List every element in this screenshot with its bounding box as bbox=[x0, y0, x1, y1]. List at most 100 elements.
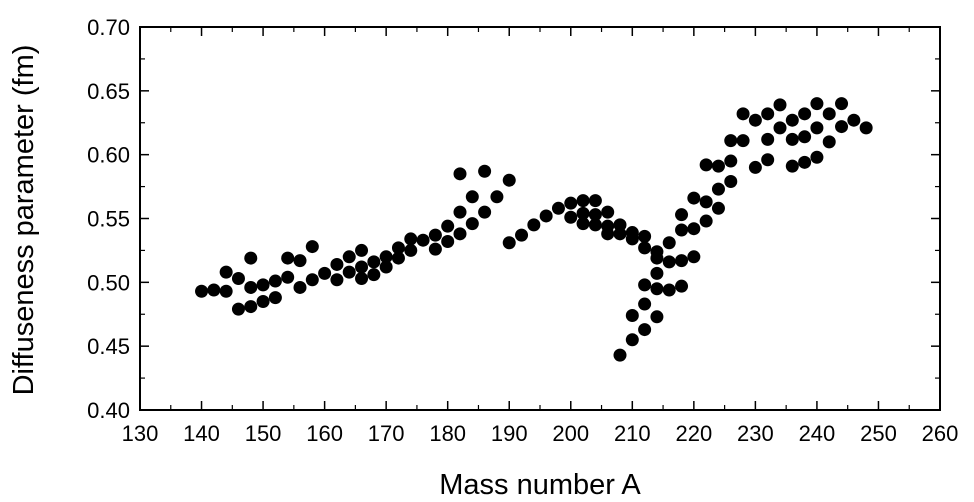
data-point bbox=[601, 205, 615, 219]
data-point bbox=[687, 222, 701, 236]
data-point bbox=[564, 210, 578, 224]
data-point bbox=[736, 134, 750, 148]
data-point bbox=[465, 217, 479, 231]
data-point bbox=[675, 279, 689, 293]
data-point bbox=[231, 302, 245, 316]
data-point bbox=[268, 291, 282, 305]
data-point bbox=[810, 121, 824, 135]
data-point bbox=[785, 159, 799, 173]
data-point bbox=[699, 214, 713, 228]
y-tick-label: 0.55 bbox=[87, 207, 130, 232]
data-point bbox=[675, 254, 689, 268]
data-point bbox=[625, 309, 639, 323]
x-axis-ticks: 130 140 150 160 170 180 190 200 210 220 230 240 250 2… bbox=[122, 27, 959, 446]
data-point bbox=[367, 268, 381, 282]
data-point bbox=[687, 250, 701, 264]
data-point bbox=[367, 255, 381, 269]
data-point bbox=[638, 323, 652, 337]
data-point bbox=[231, 272, 245, 286]
data-point bbox=[281, 251, 295, 265]
data-point bbox=[293, 254, 307, 268]
data-point bbox=[625, 333, 639, 347]
data-point bbox=[736, 107, 750, 121]
data-point bbox=[551, 201, 565, 215]
data-point bbox=[256, 278, 270, 292]
data-point bbox=[330, 257, 344, 271]
data-point bbox=[699, 195, 713, 209]
data-point bbox=[687, 191, 701, 205]
y-axis-ticks: 0.40 0.45 0.50 0.55 0.60 0.65 0.70 bbox=[87, 15, 940, 423]
data-point bbox=[318, 266, 332, 280]
x-tick-label: 230 bbox=[737, 421, 774, 446]
data-point bbox=[219, 284, 233, 298]
x-tick-label: 260 bbox=[922, 421, 959, 446]
x-tick-label: 160 bbox=[306, 421, 343, 446]
x-tick-label: 140 bbox=[183, 421, 220, 446]
data-point bbox=[711, 182, 725, 196]
data-point bbox=[490, 190, 504, 204]
data-point bbox=[244, 251, 258, 265]
data-point bbox=[847, 113, 861, 127]
data-point bbox=[268, 274, 282, 288]
data-point bbox=[207, 283, 221, 297]
x-tick-label: 190 bbox=[491, 421, 528, 446]
data-point bbox=[527, 218, 541, 232]
x-tick-label: 210 bbox=[614, 421, 651, 446]
data-point bbox=[810, 150, 824, 164]
data-point bbox=[478, 164, 492, 178]
y-tick-label: 0.45 bbox=[87, 334, 130, 359]
data-point bbox=[675, 208, 689, 222]
data-point bbox=[601, 227, 615, 241]
x-tick-label: 130 bbox=[122, 421, 159, 446]
data-point bbox=[822, 135, 836, 149]
data-point bbox=[748, 160, 762, 174]
data-point bbox=[391, 251, 405, 265]
data-point bbox=[453, 167, 467, 181]
data-point bbox=[650, 266, 664, 280]
data-point bbox=[588, 218, 602, 232]
data-point bbox=[441, 219, 455, 233]
x-tick-label: 180 bbox=[429, 421, 466, 446]
data-point bbox=[638, 278, 652, 292]
data-point bbox=[502, 173, 516, 187]
data-point bbox=[219, 265, 233, 279]
data-point bbox=[391, 241, 405, 255]
data-point bbox=[724, 154, 738, 168]
data-point bbox=[625, 232, 639, 246]
data-point bbox=[588, 194, 602, 208]
x-tick-label: 170 bbox=[368, 421, 405, 446]
data-point bbox=[724, 134, 738, 148]
data-point bbox=[761, 153, 775, 167]
data-point bbox=[662, 283, 676, 297]
data-point bbox=[564, 196, 578, 210]
data-point bbox=[428, 228, 442, 242]
data-point bbox=[613, 218, 627, 232]
x-tick-label: 150 bbox=[245, 421, 282, 446]
data-point bbox=[613, 348, 627, 362]
y-tick-label: 0.65 bbox=[87, 79, 130, 104]
x-tick-label: 220 bbox=[675, 421, 712, 446]
data-point bbox=[773, 98, 787, 112]
data-point bbox=[859, 121, 873, 135]
y-tick-label: 0.70 bbox=[87, 15, 130, 40]
data-point bbox=[835, 97, 849, 111]
data-point bbox=[638, 241, 652, 255]
data-point bbox=[576, 206, 590, 220]
data-point bbox=[662, 236, 676, 250]
data-point bbox=[515, 228, 529, 242]
data-point bbox=[441, 234, 455, 248]
data-point bbox=[576, 194, 590, 208]
x-axis-label: Mass number A bbox=[439, 469, 641, 501]
data-point bbox=[748, 113, 762, 127]
y-tick-label: 0.50 bbox=[87, 270, 130, 295]
y-tick-label: 0.40 bbox=[87, 398, 130, 423]
data-point bbox=[650, 310, 664, 324]
data-point bbox=[502, 236, 516, 250]
data-point bbox=[465, 190, 479, 204]
data-point bbox=[281, 270, 295, 284]
data-point bbox=[785, 113, 799, 127]
data-point bbox=[650, 282, 664, 296]
data-point bbox=[428, 242, 442, 256]
data-point bbox=[256, 294, 270, 308]
data-point bbox=[711, 201, 725, 215]
